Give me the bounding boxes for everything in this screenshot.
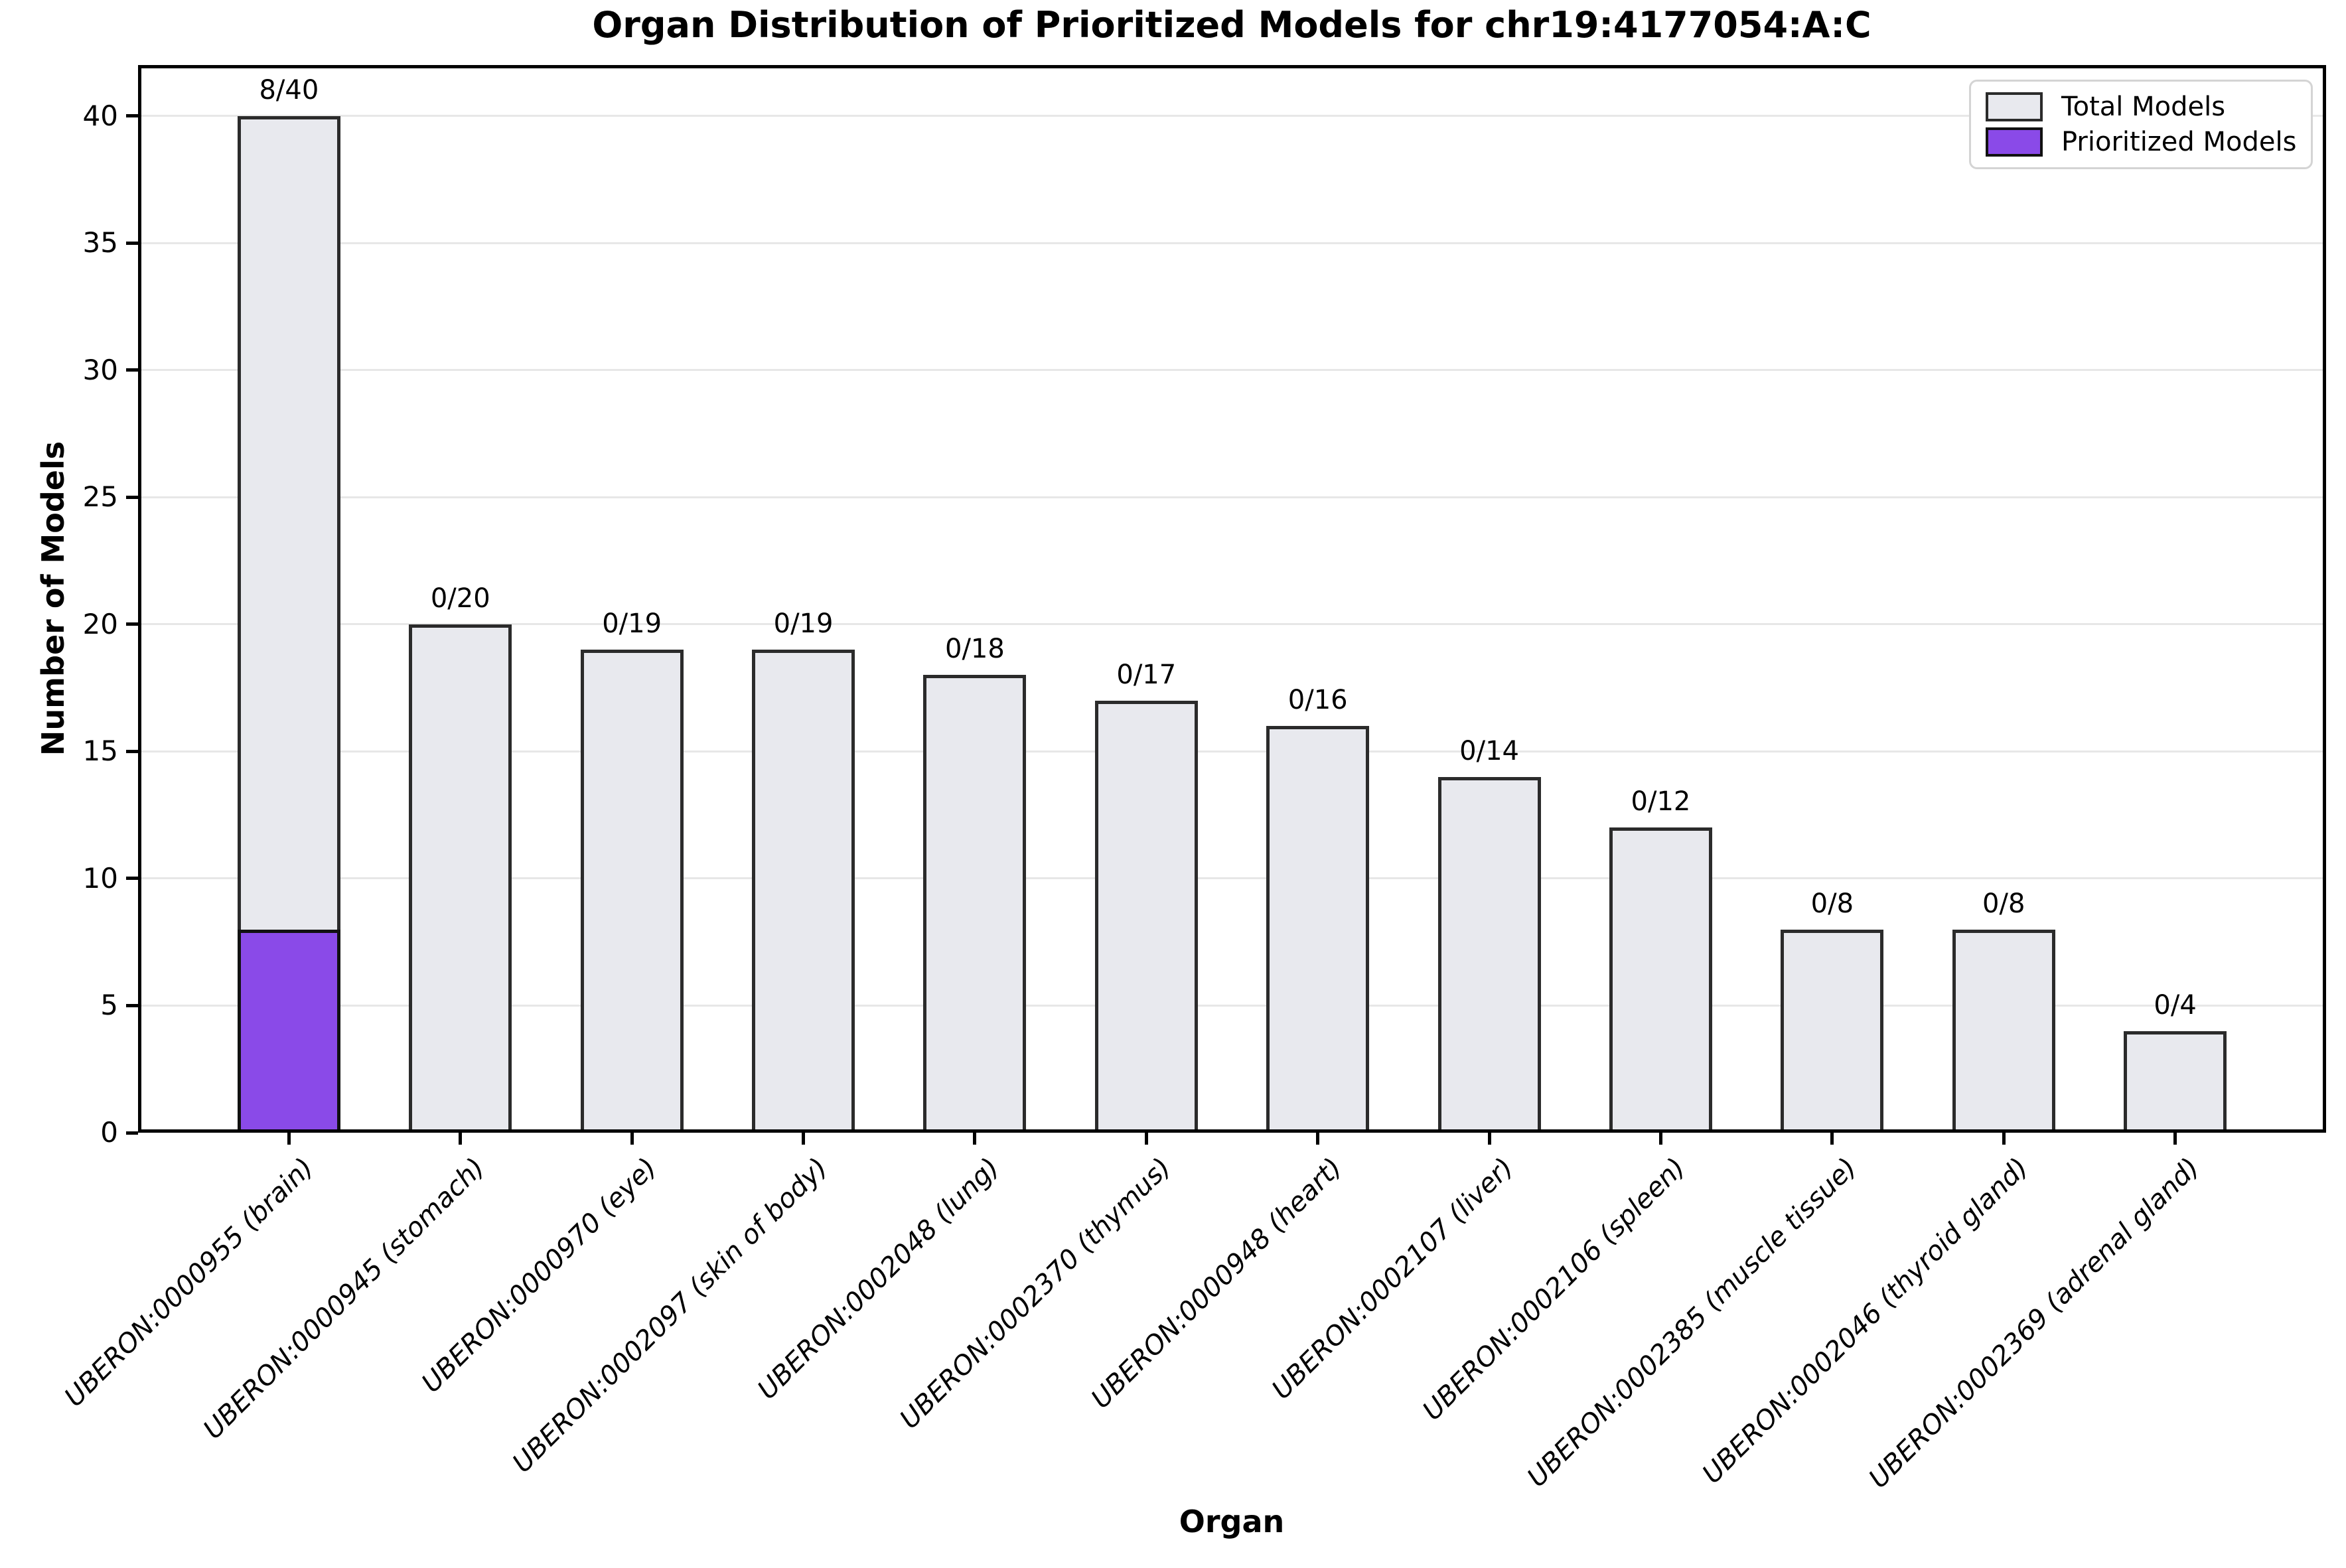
gridline-y10 <box>138 877 2326 880</box>
bar-total-7 <box>1437 776 1541 1133</box>
bar-total-6 <box>1266 726 1370 1133</box>
legend: Total Models Prioritized Models <box>1969 80 2313 169</box>
x-tick-label-text-11: UBERON:0002369 (adrenal gland) <box>1863 1152 2206 1494</box>
y-tick-mark-40 <box>126 114 138 118</box>
x-tick-mark-7 <box>1487 1133 1491 1145</box>
bar-total-11 <box>2124 1031 2227 1133</box>
bar-value-label-0: 8/40 <box>259 74 319 106</box>
gridline-y25 <box>138 496 2326 498</box>
y-tick-mark-10 <box>126 877 138 881</box>
bar-value-label-1: 0/20 <box>430 583 490 614</box>
x-tick-mark-3 <box>802 1133 806 1145</box>
y-tick-mark-25 <box>126 495 138 499</box>
y-tick-mark-20 <box>126 622 138 626</box>
bar-value-label-6: 0/16 <box>1287 685 1348 716</box>
bar-value-label-10: 0/8 <box>1982 888 2025 919</box>
legend-item-prioritized: Prioritized Models <box>1986 127 2296 157</box>
y-tick-label-40: 40 <box>82 99 118 132</box>
x-tick-label-text-3: UBERON:0002097 (skin of body) <box>507 1152 834 1479</box>
bar-total-3 <box>752 650 855 1133</box>
bar-value-label-9: 0/8 <box>1810 888 1854 919</box>
x-tick-mark-6 <box>1316 1133 1320 1145</box>
y-tick-mark-0 <box>126 1131 138 1135</box>
y-tick-label-20: 20 <box>82 607 118 640</box>
bar-prioritized-0 <box>237 929 340 1133</box>
y-tick-label-0: 0 <box>100 1116 118 1149</box>
bar-value-label-4: 0/18 <box>944 634 1005 665</box>
x-tick-mark-0 <box>287 1133 291 1145</box>
bar-value-label-11: 0/4 <box>2154 989 2197 1021</box>
x-axis-label: Organ <box>1179 1504 1285 1539</box>
y-tick-label-15: 15 <box>82 735 118 768</box>
bar-value-label-7: 0/14 <box>1459 735 1519 766</box>
legend-label-prioritized: Prioritized Models <box>2061 127 2297 158</box>
legend-swatch-total <box>1986 92 2043 121</box>
bar-value-label-8: 0/12 <box>1631 786 1691 818</box>
gridline-y40 <box>138 115 2326 117</box>
y-tick-label-35: 35 <box>82 226 118 259</box>
y-tick-mark-5 <box>126 1003 138 1007</box>
y-tick-mark-30 <box>126 368 138 372</box>
gridline-y30 <box>138 369 2326 372</box>
x-tick-label-text-1: UBERON:0000945 (stomach) <box>197 1152 491 1445</box>
y-tick-label-5: 5 <box>100 989 118 1022</box>
bar-total-5 <box>1094 700 1198 1133</box>
gridline-y15 <box>138 750 2326 752</box>
legend-item-total: Total Models <box>1986 92 2296 121</box>
bar-value-label-2: 0/19 <box>602 608 662 640</box>
x-tick-label-text-5: UBERON:0002370 (thymus) <box>894 1152 1177 1435</box>
bar-value-label-5: 0/17 <box>1116 659 1177 690</box>
bar-value-label-3: 0/19 <box>773 608 834 640</box>
bar-total-9 <box>1781 929 1884 1133</box>
gridline-y20 <box>138 623 2326 626</box>
gridline-y5 <box>138 1004 2326 1007</box>
bar-total-8 <box>1609 827 1712 1133</box>
legend-swatch-prioritized <box>1986 127 2043 157</box>
chart-title: Organ Distribution of Prioritized Models… <box>592 4 1871 46</box>
plot-area: 0 5 10 15 20 25 30 35 40 8/40 UBERON:0000955 (brai… <box>58 65 2326 1494</box>
legend-label-total: Total Models <box>2061 91 2226 122</box>
y-tick-label-30: 30 <box>82 353 118 386</box>
x-tick-mark-9 <box>1830 1133 1834 1145</box>
y-tick-mark-35 <box>126 241 138 245</box>
bar-total-2 <box>580 650 684 1133</box>
y-tick-mark-15 <box>126 749 138 753</box>
y-tick-label-25: 25 <box>82 480 118 514</box>
x-tick-label-text-10: UBERON:0002046 (thyroid gland) <box>1696 1152 2035 1490</box>
x-tick-label-text-9: UBERON:0002385 (muscle tissue) <box>1521 1152 1863 1494</box>
bar-total-4 <box>923 675 1027 1133</box>
x-tick-mark-4 <box>973 1133 977 1145</box>
x-tick-mark-1 <box>459 1133 463 1145</box>
y-tick-label-10: 10 <box>82 861 118 894</box>
y-axis-label: Number of Models <box>35 441 71 756</box>
gridline-y35 <box>138 242 2326 244</box>
x-tick-mark-8 <box>1658 1133 1662 1145</box>
bar-total-1 <box>409 624 512 1133</box>
x-tick-mark-10 <box>2002 1133 2006 1145</box>
x-tick-mark-2 <box>630 1133 634 1145</box>
bar-total-10 <box>1952 929 2055 1133</box>
x-tick-mark-5 <box>1144 1133 1148 1145</box>
x-tick-mark-11 <box>2173 1133 2177 1145</box>
